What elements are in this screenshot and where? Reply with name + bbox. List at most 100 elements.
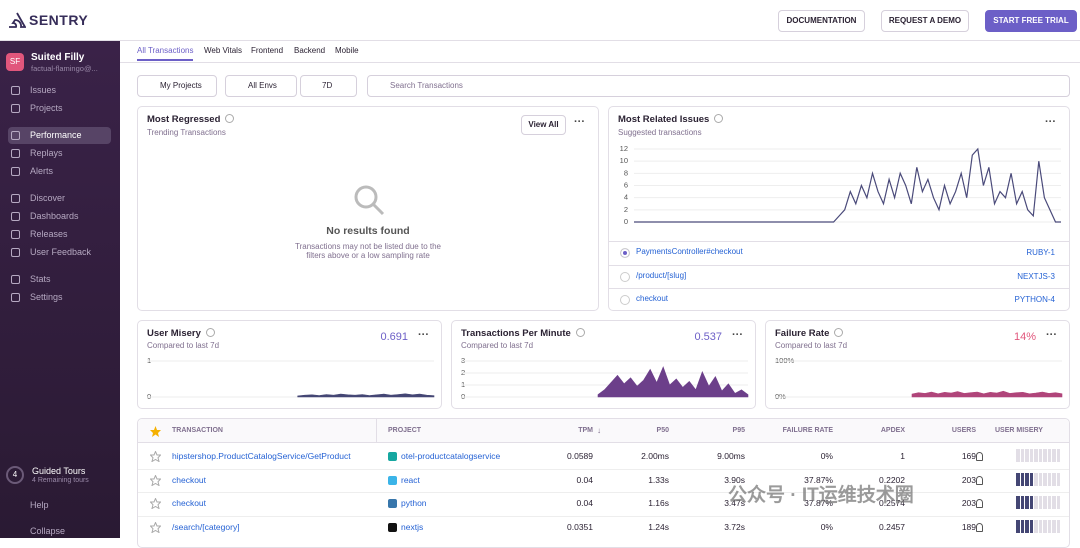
nav-item[interactable]: Issues xyxy=(8,82,111,99)
menu[interactable]: ··· xyxy=(418,329,429,341)
nav-item[interactable]: Releases xyxy=(8,226,111,243)
menu[interactable]: ··· xyxy=(1045,116,1056,128)
nav-item[interactable]: Performance xyxy=(8,127,111,144)
issue-project[interactable]: NEXTJS-3 xyxy=(1017,271,1055,281)
tours-count: 4 xyxy=(6,466,24,484)
menu[interactable]: ··· xyxy=(574,116,585,128)
star[interactable] xyxy=(150,498,161,509)
org-name[interactable]: Suited Filly xyxy=(31,52,85,63)
collapse[interactable]: Collapse xyxy=(30,526,66,536)
table-header xyxy=(138,419,1069,443)
view-all-button[interactable]: View All xyxy=(521,115,566,135)
nav-item[interactable]: Settings xyxy=(8,289,111,306)
menu[interactable]: ··· xyxy=(1046,329,1057,341)
cell[interactable]: react xyxy=(401,474,420,485)
user-icon xyxy=(976,452,983,461)
row-border xyxy=(609,288,1069,289)
cell[interactable]: otel-productcatalogservice xyxy=(401,451,501,461)
org-user: factual-flamingo@... xyxy=(31,64,98,73)
radio[interactable] xyxy=(620,271,630,282)
empty-title: No results found xyxy=(326,225,410,237)
tab[interactable]: Frontend xyxy=(251,46,284,55)
star[interactable] xyxy=(150,474,161,486)
help[interactable]: Help xyxy=(30,500,49,510)
star[interactable] xyxy=(150,451,161,462)
tab[interactable]: Mobile xyxy=(335,46,359,55)
column-header[interactable]: PROJECT xyxy=(388,427,422,434)
issue-project[interactable]: PYTHON-4 xyxy=(1014,295,1055,304)
y-tick-label: 3 xyxy=(461,356,465,365)
tours-title[interactable]: Guided Tours xyxy=(32,466,86,476)
area xyxy=(297,393,435,398)
cell: 3.72s xyxy=(724,521,745,532)
header: SENTRY DOCUMENTATION REQUEST A DEMO STAR… xyxy=(0,0,1080,41)
cell: 0.2574 xyxy=(879,498,905,508)
env-filter[interactable]: All Envs xyxy=(225,75,297,97)
tab-border xyxy=(120,62,1080,63)
nav-item[interactable]: Dashboards xyxy=(8,208,111,225)
nav-item[interactable]: Stats xyxy=(8,271,111,288)
column-header[interactable]: FAILURE RATE xyxy=(782,427,833,434)
y-tick-label: 0 xyxy=(624,217,628,226)
trial-button[interactable]: START FREE TRIAL xyxy=(985,10,1077,32)
row-border xyxy=(609,264,1069,266)
chart: 0 1 2 3 xyxy=(461,356,749,401)
star[interactable] xyxy=(150,521,161,533)
cell[interactable]: checkout xyxy=(172,474,207,485)
tours-subtitle: 4 Remaining tours xyxy=(32,477,89,484)
issue-name[interactable]: /product/[slug] xyxy=(636,270,687,280)
project-icon xyxy=(388,499,397,508)
cell: 0% xyxy=(820,521,833,532)
star-icon[interactable] xyxy=(150,426,161,437)
nav-item[interactable]: Projects xyxy=(8,100,111,117)
column-header[interactable]: P50 xyxy=(656,427,669,434)
tab[interactable]: Web Vitals xyxy=(204,46,242,55)
cell: 203 xyxy=(961,474,976,485)
row-border xyxy=(609,241,1069,242)
chart: 0 2 4 6 8 10 12 xyxy=(620,144,1061,226)
cell: 0.04 xyxy=(576,498,593,508)
cell: 1.24s xyxy=(648,521,669,532)
issue-project[interactable]: RUBY-1 xyxy=(1026,248,1055,257)
column-header[interactable]: USERS xyxy=(951,427,976,434)
project-filter[interactable]: My Projects xyxy=(137,75,217,97)
nav-item[interactable]: User Feedback xyxy=(8,244,111,261)
column-header[interactable]: TRANSACTION xyxy=(172,427,223,434)
menu[interactable]: ··· xyxy=(732,329,743,341)
cell[interactable]: checkout xyxy=(172,498,207,508)
nav-item[interactable]: Replays xyxy=(8,145,111,162)
user-icon xyxy=(976,522,983,532)
column-header[interactable]: P95 xyxy=(732,427,745,434)
issue-name[interactable]: checkout xyxy=(636,294,669,303)
radio[interactable] xyxy=(620,248,630,258)
tab[interactable]: All Transactions xyxy=(137,46,194,61)
column-header[interactable]: APDEX xyxy=(880,427,905,434)
cell: 0% xyxy=(820,451,833,461)
y-tick-label: 2 xyxy=(461,368,465,377)
y-tick-label: 0 xyxy=(147,392,151,401)
title-text: Failure Rate xyxy=(775,328,830,339)
cell[interactable]: python xyxy=(401,498,427,508)
issue-name[interactable]: PaymentsController#checkout xyxy=(636,247,743,256)
search-input[interactable]: Search Transactions xyxy=(367,75,1070,97)
nav-item[interactable]: Alerts xyxy=(8,163,111,180)
tab[interactable]: Backend xyxy=(294,46,326,55)
request-demo-button[interactable]: REQUEST A DEMO xyxy=(881,10,969,32)
cell: 0.2202 xyxy=(879,474,905,485)
period-filter[interactable]: 7D xyxy=(300,75,357,97)
cell[interactable]: nextjs xyxy=(401,521,424,532)
misery-bar xyxy=(1016,519,1060,533)
widget: User Misery Compared to last 7d 0.691 ··· 0 1 xyxy=(137,320,442,409)
panel-subtitle: Suggested transactions xyxy=(618,128,702,137)
sidebar: SF Suited Filly factual-flamingo@... Iss… xyxy=(0,41,120,538)
cell[interactable]: /search/[category] xyxy=(172,521,240,532)
documentation-button[interactable]: DOCUMENTATION xyxy=(778,10,865,32)
column-header[interactable]: TPM xyxy=(578,427,593,434)
radio[interactable] xyxy=(620,295,630,305)
panel-subtitle: Trending Transactions xyxy=(147,128,226,137)
cell: 9.00ms xyxy=(717,451,745,461)
column-header[interactable]: USER MISERY xyxy=(995,427,1043,434)
cell: 0.2457 xyxy=(879,521,905,532)
nav-item[interactable]: Discover xyxy=(8,190,111,207)
cell[interactable]: hipstershop.ProductCatalogService/GetPro… xyxy=(172,451,351,461)
